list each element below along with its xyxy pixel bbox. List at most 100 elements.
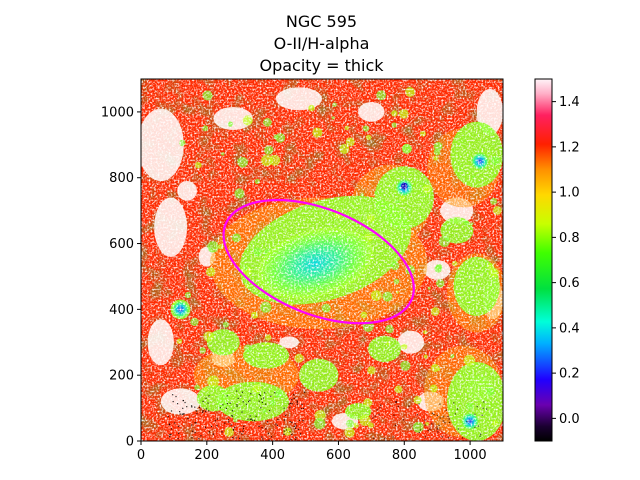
dark-pixel xyxy=(270,395,272,397)
dark-pixel xyxy=(249,418,251,420)
dark-pixel xyxy=(242,401,244,403)
dark-pixel xyxy=(293,394,295,396)
dark-pixel xyxy=(236,390,238,392)
dark-pixel xyxy=(374,415,376,417)
dark-pixel xyxy=(299,419,301,421)
dark-pixel xyxy=(221,431,223,433)
dark-pixel xyxy=(205,410,207,412)
dark-pixel xyxy=(291,399,293,401)
dark-pixel xyxy=(290,438,292,440)
dark-pixel xyxy=(283,433,285,435)
dark-pixel xyxy=(182,399,184,402)
dark-pixel xyxy=(424,424,426,426)
low-value-speckle xyxy=(167,390,488,441)
dark-pixel xyxy=(191,430,194,432)
dark-pixel xyxy=(392,436,394,438)
dark-pixel xyxy=(441,436,443,438)
dark-pixel xyxy=(176,403,179,405)
dark-pixel xyxy=(289,407,291,409)
dark-pixel xyxy=(453,402,455,404)
dark-pixel xyxy=(480,433,482,435)
dark-pixel xyxy=(447,415,449,418)
dark-pixel xyxy=(242,430,244,432)
dark-pixel xyxy=(295,425,297,427)
dark-pixel xyxy=(270,436,273,438)
dark-pixel xyxy=(395,402,397,404)
dark-pixel xyxy=(479,435,481,437)
dark-pixel xyxy=(302,420,304,422)
dark-pixel xyxy=(216,418,219,420)
dark-pixel xyxy=(379,407,381,409)
dark-pixel xyxy=(448,418,450,420)
dark-pixel xyxy=(291,433,293,436)
dark-pixel xyxy=(196,413,198,415)
dark-pixel xyxy=(187,417,189,420)
dark-pixel xyxy=(275,423,277,425)
dark-pixel xyxy=(184,401,186,404)
dark-pixel xyxy=(241,391,244,393)
dark-pixel xyxy=(195,410,198,412)
y-tick-label: 0 xyxy=(126,435,134,450)
colorbar-tick-label: 0.2 xyxy=(559,367,580,382)
dark-pixel xyxy=(208,431,211,433)
dark-pixel xyxy=(231,415,234,417)
dark-pixel xyxy=(172,394,174,396)
dark-pixel xyxy=(242,428,244,430)
dark-pixel xyxy=(268,439,270,441)
dark-pixel xyxy=(260,398,263,400)
dark-pixel xyxy=(397,405,399,407)
dark-pixel xyxy=(179,413,181,415)
dark-pixel xyxy=(169,436,171,438)
dark-pixel xyxy=(236,404,238,406)
dark-pixel xyxy=(249,399,251,401)
dark-pixel xyxy=(261,427,263,429)
dark-pixel xyxy=(265,403,267,405)
dark-pixel xyxy=(227,421,230,423)
aperture-ellipse xyxy=(222,198,415,325)
dark-pixel xyxy=(431,412,433,414)
dark-pixel xyxy=(167,415,169,418)
dark-pixel xyxy=(177,438,179,440)
dark-pixel xyxy=(248,400,250,403)
colorbar-ticks: 0.0 0.2 0.4 0.6 0.8 1.0 1.2 1.4 xyxy=(552,95,580,427)
dark-pixel xyxy=(259,395,262,397)
dark-pixel xyxy=(437,431,439,433)
noise-speckle xyxy=(141,79,503,441)
dark-pixel xyxy=(283,407,285,409)
colorbar-tick-label: 0.0 xyxy=(559,412,580,427)
dark-pixel xyxy=(232,429,235,431)
image-panel xyxy=(141,79,503,441)
dark-pixel xyxy=(247,418,249,420)
title-line-2: O-II/H-alpha xyxy=(273,34,370,53)
dark-pixel xyxy=(261,401,263,403)
dark-pixel xyxy=(448,437,450,439)
dark-pixel xyxy=(288,403,290,405)
dark-pixel xyxy=(170,433,172,435)
dark-pixel xyxy=(250,418,253,420)
dark-pixel xyxy=(169,434,171,436)
dark-pixel xyxy=(301,403,303,406)
dark-pixel xyxy=(402,419,405,421)
dark-pixel xyxy=(384,437,386,440)
dark-pixel xyxy=(296,403,298,405)
dark-pixel xyxy=(258,425,260,427)
dark-pixel xyxy=(283,430,285,432)
dark-pixel xyxy=(380,404,382,406)
dark-pixel xyxy=(170,428,173,430)
dark-pixel xyxy=(237,397,239,400)
dark-pixel xyxy=(486,408,488,410)
colorbar: 0.0 0.2 0.4 0.6 0.8 1.0 1.2 1.4 xyxy=(534,78,580,442)
dark-pixel xyxy=(438,424,440,426)
colorbar-tick-label: 0.6 xyxy=(559,276,580,291)
dark-pixel xyxy=(299,433,302,435)
dark-pixel xyxy=(222,404,224,406)
dark-pixel xyxy=(442,416,444,418)
dark-pixel xyxy=(202,411,204,413)
dark-pixel xyxy=(235,437,237,439)
dark-pixel xyxy=(296,401,299,403)
dark-pixel xyxy=(483,401,485,403)
y-tick-label: 1000 xyxy=(101,105,134,120)
dark-pixel xyxy=(294,427,297,429)
y-axis: 0 200 400 600 800 1000 xyxy=(101,105,141,450)
colorbar-tick-label: 1.4 xyxy=(559,95,580,110)
